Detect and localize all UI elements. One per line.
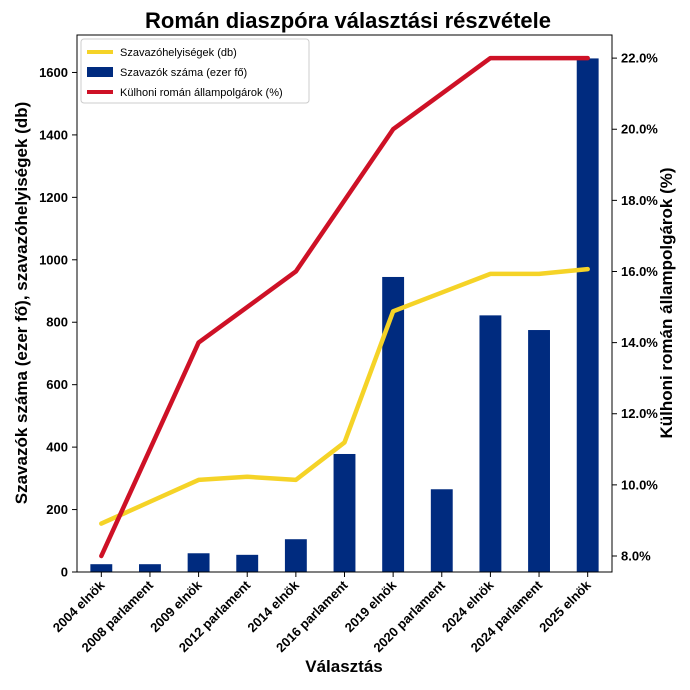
left-tick-label-0: 0 (61, 565, 68, 580)
right-y-axis: 8.0% 10.0% 12.0% 14.0% 16.0% 18.0% 20.0% 22.0% (612, 51, 658, 563)
bar-10 (576, 58, 599, 572)
right-tick-label-6: 20.0% (621, 122, 658, 137)
y-axis-right-label: Külhoni román állampolgárok (%) (657, 167, 676, 438)
legend: Szavazóhelyiségek (db) Szavazók száma (e… (80, 38, 310, 104)
left-tick-label-8: 1600 (39, 65, 68, 80)
right-tick-label-5: 18.0% (621, 193, 658, 208)
left-tick-label-5: 1000 (39, 252, 68, 267)
left-y-axis: 0 200 400 600 800 1000 1200 1400 1600 (39, 65, 77, 580)
bar-8 (479, 315, 502, 572)
right-tick-label-3: 14.0% (621, 335, 658, 350)
legend-entry-kulhoni: Külhoni román állampolgárok (%) (120, 87, 283, 99)
left-tick-label-4: 800 (46, 315, 68, 330)
bar-0 (90, 564, 113, 572)
bar-9 (528, 330, 550, 572)
right-tick-label-1: 10.0% (621, 477, 658, 492)
chart-title: Román diaszpóra választási részvétele (145, 8, 551, 33)
y-axis-left-label: Szavazók száma (ezer fő), szavazóhelyisé… (12, 102, 31, 505)
left-tick-label-6: 1200 (39, 190, 68, 205)
legend-entry-szavazohelyisegek: Szavazóhelyiségek (db) (120, 47, 237, 59)
x-tick-label-10: 2025 elnök (536, 577, 594, 635)
bar-5 (333, 453, 356, 572)
left-tick-label-2: 400 (46, 440, 68, 455)
right-tick-label-4: 16.0% (621, 264, 658, 279)
bar-7 (430, 489, 453, 572)
bar-1 (139, 564, 161, 572)
bar-6 (382, 276, 405, 572)
left-tick-label-1: 200 (46, 502, 68, 517)
plot-area (90, 55, 599, 572)
right-tick-label-2: 12.0% (621, 406, 658, 421)
right-tick-label-0: 8.0% (621, 548, 651, 563)
left-tick-label-7: 1400 (39, 127, 68, 142)
legend-entry-szavazok: Szavazók száma (ezer fő) (120, 67, 247, 79)
legend-swatch-bar-blue (87, 67, 113, 77)
bar-2 (187, 553, 210, 572)
right-tick-label-7: 22.0% (621, 51, 658, 66)
legend-box (80, 38, 310, 104)
x-axis-label: Választás (305, 657, 383, 676)
line-szavazohelyisegek (99, 266, 590, 526)
left-tick-label-3: 600 (46, 377, 68, 392)
line-kulhoni (99, 55, 590, 559)
bar-4 (284, 539, 307, 572)
bar-3 (236, 554, 259, 572)
